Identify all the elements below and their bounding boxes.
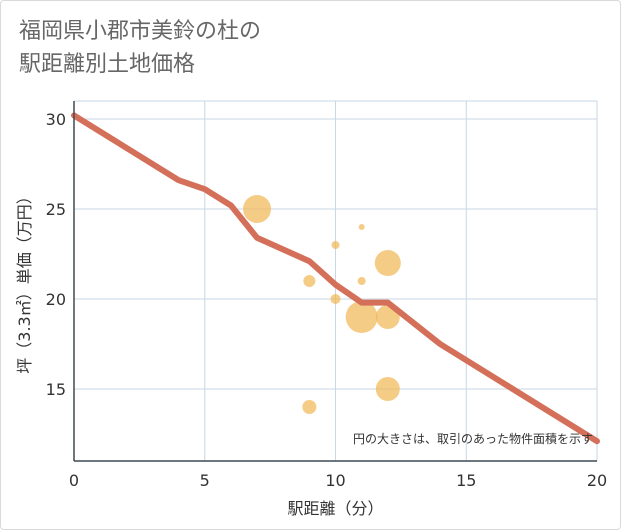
axes: [73, 101, 597, 462]
data-point: [302, 400, 317, 414]
x-tick-label: 15: [456, 471, 476, 490]
x-tick-label: 0: [69, 471, 79, 490]
data-point: [331, 241, 340, 249]
data-point: [358, 224, 365, 230]
y-axis-label: 坪（3.3㎡）単価（万円）: [15, 188, 34, 373]
size-note: 円の大きさは、取引のあった物件面積を示す: [353, 431, 593, 446]
chart-title: 福岡県小郡市美鈴の杜の 駅距離別土地価格: [19, 15, 261, 81]
x-tick-label: 5: [200, 471, 210, 490]
data-point: [330, 294, 341, 304]
bubble-series: [243, 195, 401, 414]
x-tick-label: 10: [325, 471, 345, 490]
y-tick-label: 25: [46, 200, 66, 219]
trend-line: [71, 112, 600, 445]
y-tick-label: 20: [46, 290, 66, 309]
tick-labels: 0 5 10 15 20 15 20 25 30: [46, 110, 608, 490]
y-tick-label: 30: [46, 110, 66, 129]
title-line-1: 福岡県小郡市美鈴の杜の: [19, 19, 262, 44]
data-point: [375, 377, 400, 401]
data-point: [357, 277, 366, 285]
x-axis-label: 駅距離（分）: [287, 499, 383, 518]
data-point: [243, 195, 272, 223]
data-point: [374, 250, 401, 276]
title-line-2: 駅距離別土地価格: [19, 52, 196, 77]
data-point: [303, 275, 316, 287]
data-point: [345, 301, 378, 333]
y-tick-label: 15: [46, 380, 66, 399]
x-tick-label: 20: [587, 471, 607, 490]
